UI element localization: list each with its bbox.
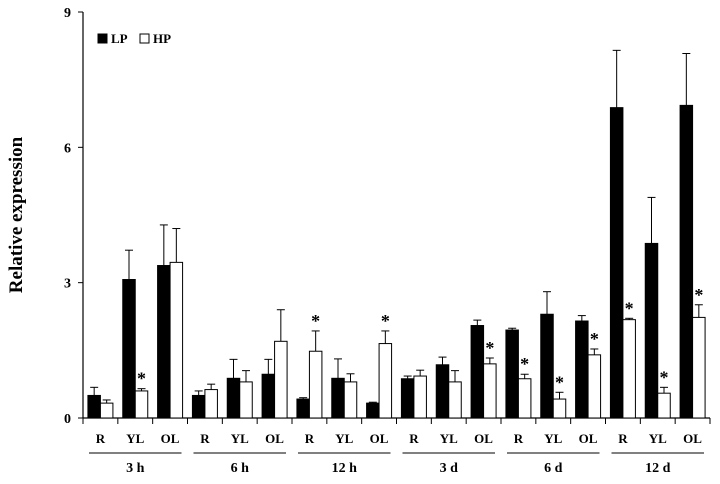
lp-bar [576, 321, 589, 418]
significance-marker: * [485, 338, 494, 358]
group-label: 12 h [332, 461, 358, 476]
lp-bar [297, 399, 310, 418]
tissue-label: OL [161, 431, 180, 446]
group-label: 12 d [645, 461, 671, 476]
y-tick-label: 6 [64, 141, 71, 156]
tissue-label: OL [474, 431, 493, 446]
lp-bar [645, 243, 658, 418]
hp-bar [623, 320, 636, 418]
hp-bar [205, 390, 218, 418]
hp-bar [275, 341, 288, 418]
hp-bar [449, 382, 462, 418]
hp-bar [518, 379, 531, 418]
legend-label-lp: LP [111, 31, 128, 46]
group-label: 3 h [126, 461, 145, 476]
hp-bar [309, 351, 322, 418]
tissue-label: YL [440, 431, 458, 446]
lp-bar [158, 266, 171, 418]
lp-bar [541, 314, 554, 418]
lp-bar [262, 374, 275, 418]
hp-bar [240, 382, 253, 418]
tissue-label: YL [126, 431, 144, 446]
tissue-label: R [618, 431, 628, 446]
lp-bar [401, 379, 414, 418]
lp-bar [227, 378, 240, 418]
lp-bar [88, 395, 101, 418]
bars [88, 50, 705, 418]
tissue-label: YL [649, 431, 667, 446]
hp-bar [379, 344, 392, 418]
y-tick-label: 0 [64, 412, 71, 427]
significance-marker: * [381, 311, 390, 331]
lp-bar [367, 403, 380, 418]
group-label: 3 d [440, 461, 459, 476]
legend-label-hp: HP [153, 31, 171, 46]
lp-bar [506, 330, 518, 418]
tissue-label: OL [683, 431, 702, 446]
lp-bar [332, 378, 345, 418]
tissue-label: R [305, 431, 315, 446]
y-tick-label: 3 [64, 277, 71, 292]
lp-bar [471, 326, 484, 418]
y-tick-label: 9 [64, 6, 71, 21]
lp-bar [610, 108, 623, 418]
significance-marker: * [625, 298, 634, 318]
lp-bar [436, 365, 449, 418]
lp-bar [680, 105, 693, 418]
hp-bar [658, 393, 671, 418]
hp-bar [484, 364, 497, 418]
significance-marker: * [555, 372, 564, 392]
significance-marker: * [137, 369, 146, 389]
significance-marker: * [694, 285, 703, 305]
hp-bar [588, 355, 601, 418]
hp-bar [135, 391, 148, 418]
tissue-label: R [409, 431, 419, 446]
tissue-label: R [200, 431, 210, 446]
legend-swatch-hp [140, 34, 149, 43]
y-axis-label: Relative expression [6, 136, 27, 293]
tissue-label: OL [579, 431, 598, 446]
tissue-label: YL [335, 431, 353, 446]
tissue-label: OL [265, 431, 284, 446]
significance-marker: * [660, 367, 669, 387]
significance-marker: * [520, 354, 529, 374]
tissue-label: R [514, 431, 524, 446]
hp-bar [553, 399, 566, 418]
hp-bar [414, 376, 427, 418]
hp-bar [170, 262, 183, 418]
group-label: 6 d [544, 461, 563, 476]
lp-bar [123, 280, 136, 418]
tissue-label: OL [370, 431, 389, 446]
significance-marker: * [590, 329, 599, 349]
legend-swatch-lp [98, 34, 107, 43]
lp-bar [192, 395, 205, 418]
tissue-label: YL [544, 431, 562, 446]
significance-marker: * [311, 311, 320, 331]
labels: Relative expression R * YL OL R YL OL * R YL * OL R YL… [6, 136, 703, 476]
tissue-label: R [96, 431, 106, 446]
hp-bar [693, 317, 706, 418]
hp-bar [344, 382, 357, 418]
group-label: 6 h [231, 461, 250, 476]
hp-bar [100, 403, 113, 418]
tissue-label: YL [231, 431, 249, 446]
legend: LP HP [98, 31, 171, 46]
